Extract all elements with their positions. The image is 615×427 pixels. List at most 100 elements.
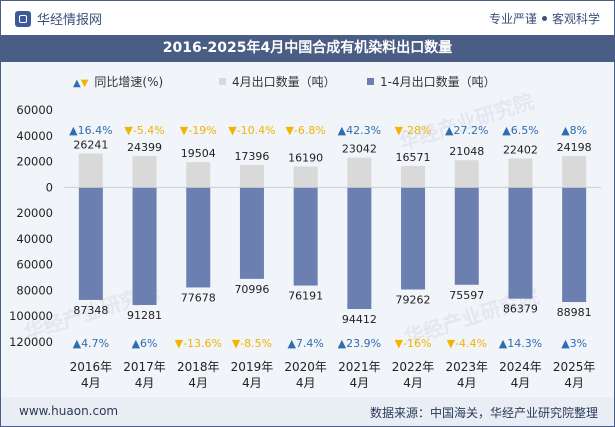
brand-name: 华经情报网 (37, 13, 103, 28)
tagline-1: 专业严谨 (488, 12, 537, 26)
cumulative-growth-label: ▲14.3% (499, 337, 542, 350)
april-growth-label: ▲27.2% (445, 124, 488, 137)
tagline: 专业严谨 客观科学 (489, 10, 600, 27)
x-tick-label: 2024年 (499, 360, 542, 374)
april-value-label: 17396 (234, 150, 269, 163)
legend-cumulative: 1-4月出口数量（吨） (367, 73, 496, 90)
legend-cumulative-label: 1-4月出口数量（吨） (380, 75, 496, 89)
y-tick-label: 20000 (16, 206, 53, 220)
april-value-label: 16190 (288, 151, 323, 164)
cumulative-bar (78, 187, 103, 300)
x-tick-label: 4月 (511, 376, 531, 390)
y-tick-label: 0 (46, 180, 53, 194)
chart-plot: 60000 40000 20000 0 20000 40000 60000 80000 1000… (9, 103, 601, 390)
legend-growth: ▲▼ 同比增速(%) (73, 73, 163, 90)
y-tick-label: 60000 (16, 258, 53, 272)
april-bar (508, 158, 533, 188)
cumulative-bar (508, 187, 533, 299)
april-value-label: 23042 (342, 143, 377, 156)
top-bar: 华经情报网 专业严谨 客观科学 (1, 1, 614, 35)
april-value-label: 26241 (73, 139, 108, 152)
april-bar (454, 160, 479, 188)
cumulative-value-label: 76191 (288, 290, 323, 303)
x-tick-label: 2017年 (123, 360, 166, 374)
april-value-label: 19504 (181, 147, 216, 160)
y-tick-label: 120000 (9, 335, 53, 349)
x-tick-label: 4月 (457, 376, 477, 390)
april-value-label: 22402 (503, 143, 538, 156)
legend-growth-label: 同比增速(%) (94, 75, 164, 89)
april-value-label: 16571 (396, 151, 431, 164)
cumulative-growth-label: ▼-8.5% (232, 337, 272, 350)
april-bar (186, 162, 211, 188)
x-tick-label: 4月 (135, 376, 155, 390)
x-tick-label: 4月 (564, 376, 584, 390)
cumulative-value-label: 91281 (127, 309, 162, 322)
x-tick-label: 4月 (242, 376, 262, 390)
cumulative-bar (293, 187, 318, 286)
x-tick-label: 4月 (403, 376, 423, 390)
april-bar (347, 157, 372, 188)
x-tick-label: 2025年 (553, 360, 596, 374)
y-tick-label: 40000 (16, 129, 53, 143)
y-tick-label: 60000 (16, 103, 53, 117)
legend-growth-icon: ▲▼ (73, 77, 89, 89)
april-growth-label: ▼-6.8% (285, 124, 325, 137)
x-tick-label: 2016年 (70, 360, 113, 374)
cumulative-value-label: 94412 (342, 313, 377, 326)
legend-april: 4月出口数量（吨） (219, 73, 336, 90)
chart-title: 2016-2025年4月中国合成有机染料出口数量 (1, 35, 614, 62)
cumulative-growth-label: ▲3% (561, 337, 587, 350)
brand-logo-icon (15, 10, 31, 27)
april-growth-label: ▲8% (561, 124, 587, 137)
cumulative-bar (454, 187, 479, 285)
cumulative-bar (347, 187, 372, 310)
x-tick-label: 2022年 (392, 360, 435, 374)
x-tick-label: 4月 (296, 376, 316, 390)
dot-icon (541, 16, 547, 21)
april-value-label: 24399 (127, 141, 162, 154)
april-value-label: 24198 (557, 141, 592, 154)
brand: 华经情报网 (15, 9, 102, 28)
cumulative-value-label: 70996 (234, 283, 269, 296)
x-tick-label: 2021年 (338, 360, 381, 374)
x-tick-label: 2019年 (231, 360, 274, 374)
april-value-label: 21048 (449, 145, 484, 158)
april-growth-label: ▲16.4% (69, 124, 112, 137)
april-bar (562, 156, 587, 188)
y-tick-label: 20000 (16, 155, 53, 169)
april-growth-label: ▲42.3% (338, 124, 381, 137)
cumulative-growth-label: ▲6% (132, 337, 158, 350)
april-bar (239, 164, 264, 188)
cumulative-bar (401, 187, 426, 290)
cumulative-bar (239, 187, 264, 279)
april-growth-label: ▼-5.4% (124, 124, 164, 137)
april-growth-label: ▼-10.4% (228, 124, 275, 137)
cumulative-value-label: 86379 (503, 303, 538, 316)
x-tick-label: 2020年 (284, 360, 327, 374)
april-growth-label: ▲6.5% (502, 124, 538, 137)
legend-april-label: 4月出口数量（吨） (232, 75, 336, 89)
april-bar (293, 166, 318, 188)
legend-cumulative-swatch-icon (367, 78, 374, 85)
cumulative-growth-label: ▲4.7% (73, 337, 109, 350)
cumulative-value-label: 79262 (396, 293, 431, 306)
footer-source: 数据来源：中国海关，华经产业研究院整理 (369, 406, 598, 420)
cumulative-bar (186, 187, 211, 288)
cumulative-growth-label: ▼-13.6% (175, 337, 222, 350)
x-tick-label: 4月 (81, 376, 101, 390)
cumulative-bar (562, 187, 587, 303)
footer-url: www.huaon.com (19, 404, 119, 418)
cumulative-bar (132, 187, 157, 305)
y-tick-label: 40000 (16, 232, 53, 246)
april-growth-label: ▼-19% (180, 124, 217, 137)
cumulative-value-label: 88981 (557, 306, 592, 319)
y-tick-label: 80000 (16, 283, 53, 297)
x-tick-label: 2018年 (177, 360, 220, 374)
cumulative-growth-label: ▼-4.4% (447, 337, 487, 350)
cumulative-value-label: 77678 (181, 291, 216, 304)
legend: ▲▼ 同比增速(%) 4月出口数量（吨） 1-4月出口数量（吨） (1, 71, 614, 91)
cumulative-growth-label: ▼-16% (395, 337, 432, 350)
april-bar (401, 165, 426, 188)
